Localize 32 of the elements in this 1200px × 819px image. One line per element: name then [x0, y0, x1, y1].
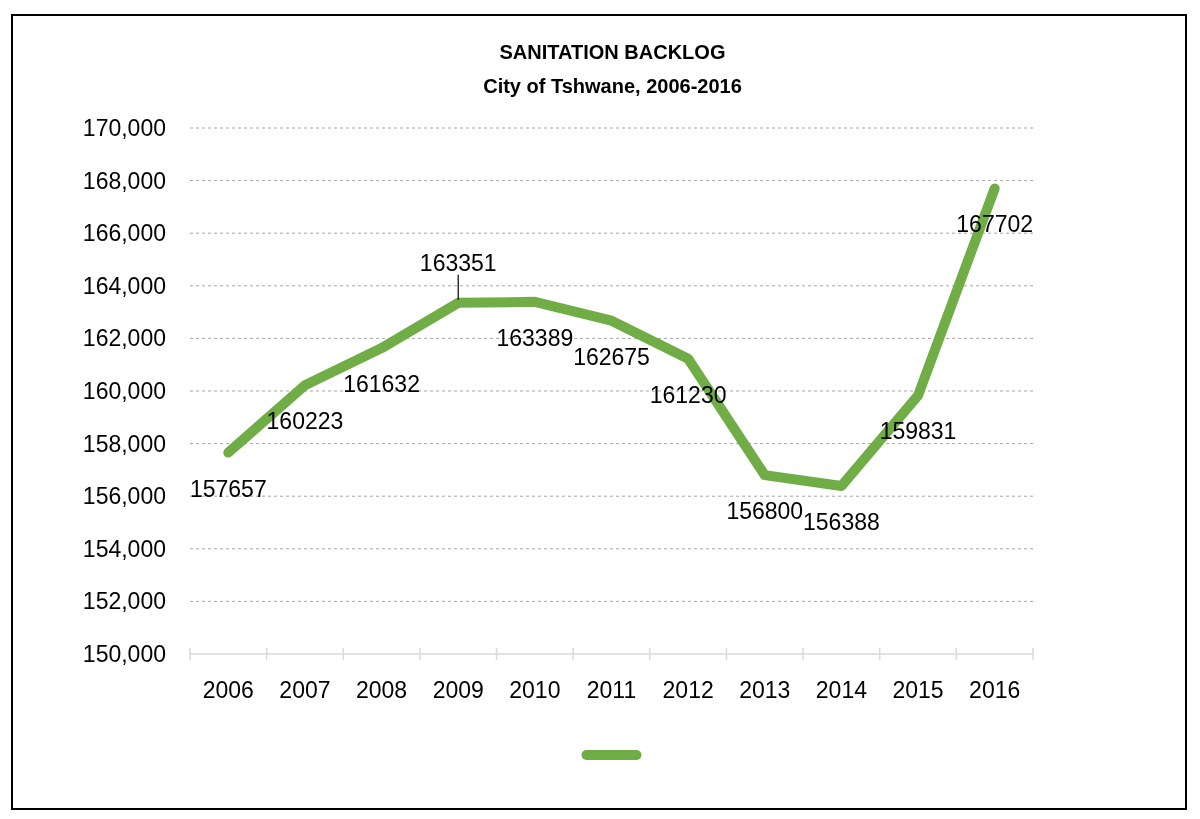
y-tick-label: 170,000 [82, 115, 166, 141]
x-tick-label: 2011 [586, 677, 637, 703]
x-tick-label: 2015 [892, 677, 944, 703]
data-label: 163389 [496, 324, 574, 351]
x-tick-label: 2007 [279, 677, 331, 703]
y-tick-label: 162,000 [82, 325, 166, 352]
chart-subtitle: City of Tshwane, 2006-2016 [483, 75, 742, 97]
y-tick-label: 154,000 [82, 535, 166, 562]
data-label: 163351 [419, 249, 497, 276]
y-tick-label: 160,000 [82, 378, 166, 404]
x-tick-label: 2008 [356, 677, 408, 703]
y-tick-label: 166,000 [82, 220, 166, 247]
data-label: 161632 [343, 371, 420, 398]
x-tick-label: 2010 [509, 677, 561, 703]
x-tick-label: 2013 [739, 677, 791, 703]
x-tick-label: 2006 [202, 677, 254, 703]
x-tick-label: 2014 [815, 677, 868, 703]
x-tick-label: 2009 [432, 677, 484, 703]
y-tick-label: 152,000 [82, 588, 166, 615]
x-tick-label: 2016 [969, 677, 1021, 703]
y-tick-label: 158,000 [82, 430, 166, 457]
data-label: 157657 [189, 475, 267, 502]
y-tick-label: 150,000 [82, 641, 166, 667]
data-label: 156800 [726, 498, 804, 525]
y-tick-label: 168,000 [82, 167, 166, 194]
data-label: 156388 [803, 509, 880, 535]
y-tick-label: 164,000 [82, 272, 166, 299]
chart-title: SANITATION BACKLOG [499, 41, 726, 63]
data-label: 160223 [266, 408, 344, 435]
data-label: 162675 [573, 343, 650, 370]
x-tick-label: 2012 [662, 677, 714, 703]
y-tick-label: 156,000 [82, 483, 166, 510]
